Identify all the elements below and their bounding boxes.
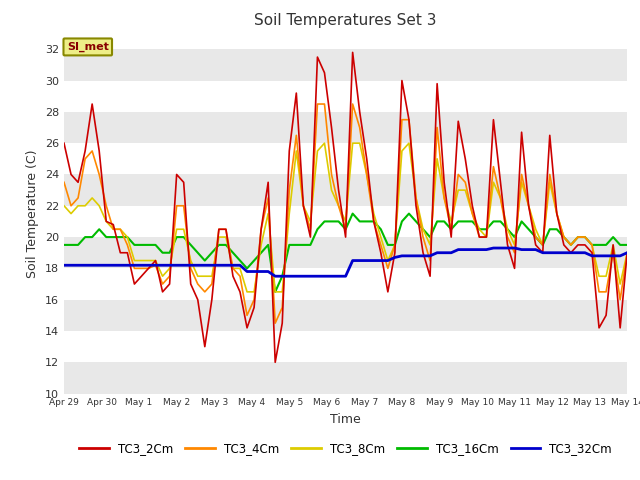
Bar <box>64 174 627 206</box>
Bar <box>64 143 627 174</box>
Title: Soil Temperatures Set 3: Soil Temperatures Set 3 <box>254 13 437 28</box>
Bar <box>64 268 627 300</box>
Bar <box>64 237 627 268</box>
Bar <box>64 81 627 112</box>
Bar <box>64 49 627 81</box>
Legend: TC3_2Cm, TC3_4Cm, TC3_8Cm, TC3_16Cm, TC3_32Cm: TC3_2Cm, TC3_4Cm, TC3_8Cm, TC3_16Cm, TC3… <box>74 437 617 460</box>
Bar <box>64 206 627 237</box>
Bar <box>64 112 627 143</box>
Y-axis label: Soil Temperature (C): Soil Temperature (C) <box>26 149 39 278</box>
Bar <box>64 362 627 394</box>
Text: SI_met: SI_met <box>67 42 109 52</box>
Bar <box>64 300 627 331</box>
X-axis label: Time: Time <box>330 413 361 426</box>
Bar <box>64 331 627 362</box>
